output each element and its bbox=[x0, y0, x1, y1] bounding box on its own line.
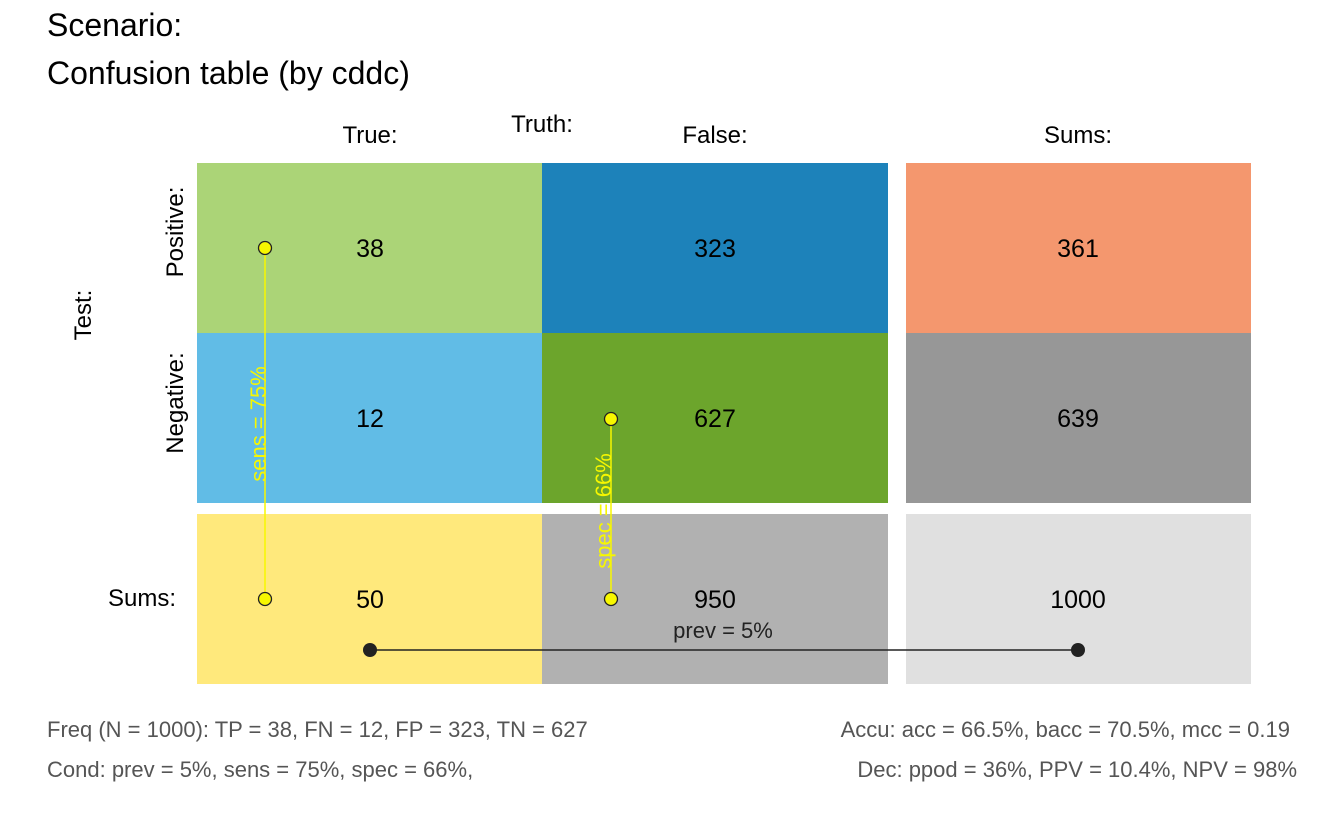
row-sums-label: Sums: bbox=[108, 585, 176, 612]
value-fp: 323 bbox=[694, 235, 736, 263]
truth-label: Truth: bbox=[511, 111, 573, 138]
cell-tp bbox=[197, 163, 542, 333]
cell-dec-neg bbox=[906, 333, 1251, 503]
prev-label: prev = 5% bbox=[673, 618, 773, 643]
footer-accu: Accu: acc = 66.5%, bacc = 70.5%, mcc = 0… bbox=[841, 717, 1290, 742]
cell-fp bbox=[542, 163, 888, 333]
scenario-title: Scenario: bbox=[47, 7, 182, 43]
value-dec-neg: 639 bbox=[1057, 405, 1099, 433]
value-cond-true: 50 bbox=[356, 586, 384, 614]
value-tp: 38 bbox=[356, 235, 384, 263]
value-dec-pos: 361 bbox=[1057, 235, 1099, 263]
prev-right-dot bbox=[1071, 643, 1085, 657]
value-tn: 627 bbox=[694, 405, 736, 433]
spec-label: spec = 66% bbox=[591, 453, 616, 569]
row-positive-label: Positive: bbox=[162, 187, 189, 278]
value-cond-false: 950 bbox=[694, 586, 736, 614]
cell-tn bbox=[542, 333, 888, 503]
sens-bottom-dot bbox=[257, 591, 273, 607]
spec-bottom-dot bbox=[603, 591, 619, 607]
cell-cond-false bbox=[542, 514, 888, 684]
test-label: Test: bbox=[70, 290, 97, 341]
sens-label: sens = 75% bbox=[246, 366, 271, 482]
value-fn: 12 bbox=[356, 405, 384, 433]
footer-dec: Dec: ppod = 36%, PPV = 10.4%, NPV = 98% bbox=[857, 757, 1297, 782]
footer-freq: Freq (N = 1000): TP = 38, FN = 12, FP = … bbox=[47, 717, 588, 742]
col-false-label: False: bbox=[682, 122, 747, 149]
col-sums-label: Sums: bbox=[1044, 122, 1112, 149]
prev-left-dot bbox=[363, 643, 377, 657]
cell-fn bbox=[197, 333, 542, 503]
table-title: Confusion table (by cddc) bbox=[47, 55, 410, 91]
row-negative-label: Negative: bbox=[162, 352, 189, 453]
col-true-label: True: bbox=[342, 122, 397, 149]
footer-cond: Cond: prev = 5%, sens = 75%, spec = 66%, bbox=[47, 757, 473, 782]
sens-top-dot bbox=[257, 240, 273, 256]
value-n: 1000 bbox=[1050, 586, 1106, 614]
spec-top-dot bbox=[603, 411, 619, 427]
cell-dec-pos bbox=[906, 163, 1251, 333]
